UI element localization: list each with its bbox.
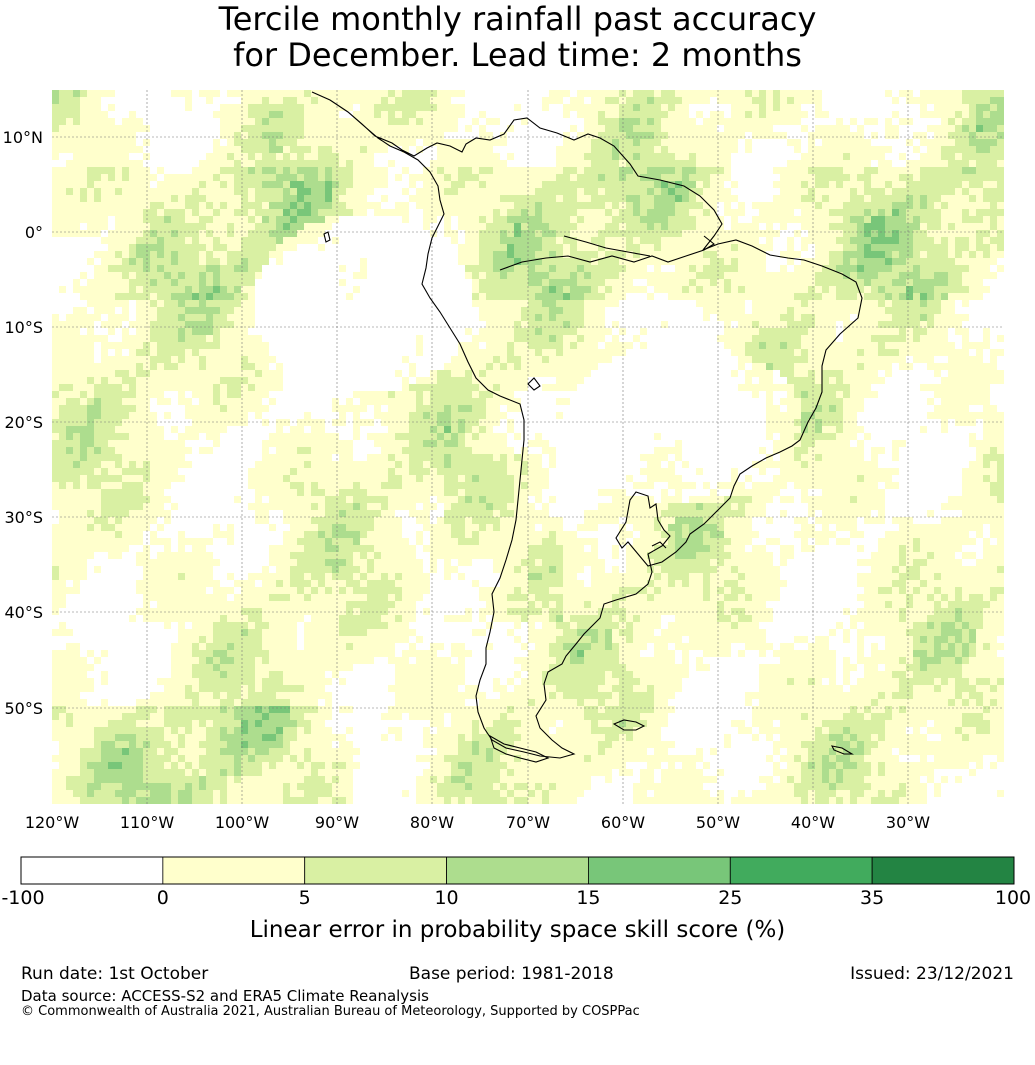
colorbar-tick-label: 35 bbox=[860, 887, 885, 909]
colorbar-tick-label: 100 bbox=[994, 887, 1032, 909]
longitude-labels: 120°W 110°W 100°W 90°W 80°W 70°W 60°W 50°W 40°W 3… bbox=[25, 813, 930, 832]
data-source: Data source: ACCESS-S2 and ERA5 Climate … bbox=[21, 987, 429, 1005]
negro-river bbox=[563, 235, 651, 257]
run-date: Run date: 1st October bbox=[21, 964, 209, 984]
lat-label: 20°S bbox=[4, 413, 43, 432]
tierra-del-fuego bbox=[489, 734, 550, 763]
lon-label: 100°W bbox=[215, 813, 270, 832]
map-title-line2: for December. Lead time: 2 months bbox=[233, 36, 802, 74]
map-title-line1: Tercile monthly rainfall past accuracy bbox=[218, 0, 817, 38]
copyright: © Commonwealth of Australia 2021, Austra… bbox=[21, 1004, 640, 1019]
colorbar-tick-label: 5 bbox=[298, 887, 311, 909]
lon-label: 120°W bbox=[25, 813, 80, 832]
base-period: Base period: 1981-2018 bbox=[409, 964, 614, 984]
galapagos-islands bbox=[323, 231, 331, 243]
lat-label: 10°N bbox=[3, 128, 43, 147]
falkland-islands bbox=[612, 719, 646, 731]
colorbar-label: Linear error in probability space skill … bbox=[249, 917, 786, 943]
lon-label: 40°W bbox=[791, 813, 835, 832]
lon-label: 70°W bbox=[506, 813, 550, 832]
graticule bbox=[52, 90, 1004, 804]
lat-label: 50°S bbox=[4, 699, 43, 718]
lat-label: 30°S bbox=[4, 508, 43, 527]
lon-label: 110°W bbox=[120, 813, 175, 832]
latitude-labels: 10°N 0° 10°S 20°S 30°S 40°S 50°S bbox=[3, 128, 43, 718]
lon-label: 80°W bbox=[410, 813, 454, 832]
amazon-river bbox=[499, 235, 715, 271]
lat-label: 40°S bbox=[4, 603, 43, 622]
colorbar-tick-label: 0 bbox=[156, 887, 169, 909]
coastline bbox=[311, 91, 863, 763]
colorbar-tick-label: 10 bbox=[434, 887, 459, 909]
lon-label: 50°W bbox=[696, 813, 740, 832]
rio-de-la-plata bbox=[651, 541, 667, 549]
lat-label: 0° bbox=[25, 223, 43, 242]
skill-score-field bbox=[52, 90, 1004, 804]
colorbar-tick-label: 15 bbox=[576, 887, 601, 909]
south-america-coastline bbox=[311, 91, 863, 759]
lon-label: 60°W bbox=[601, 813, 645, 832]
colorbar-tick-label: 25 bbox=[718, 887, 743, 909]
lat-label: 10°S bbox=[4, 318, 43, 337]
south-georgia bbox=[831, 745, 854, 755]
issued-date: Issued: 23/12/2021 bbox=[850, 964, 1014, 984]
lake-titicaca bbox=[527, 377, 541, 391]
colorbar-tick-label: -100 bbox=[1, 887, 45, 909]
lon-label: 30°W bbox=[886, 813, 930, 832]
lon-label: 90°W bbox=[315, 813, 359, 832]
